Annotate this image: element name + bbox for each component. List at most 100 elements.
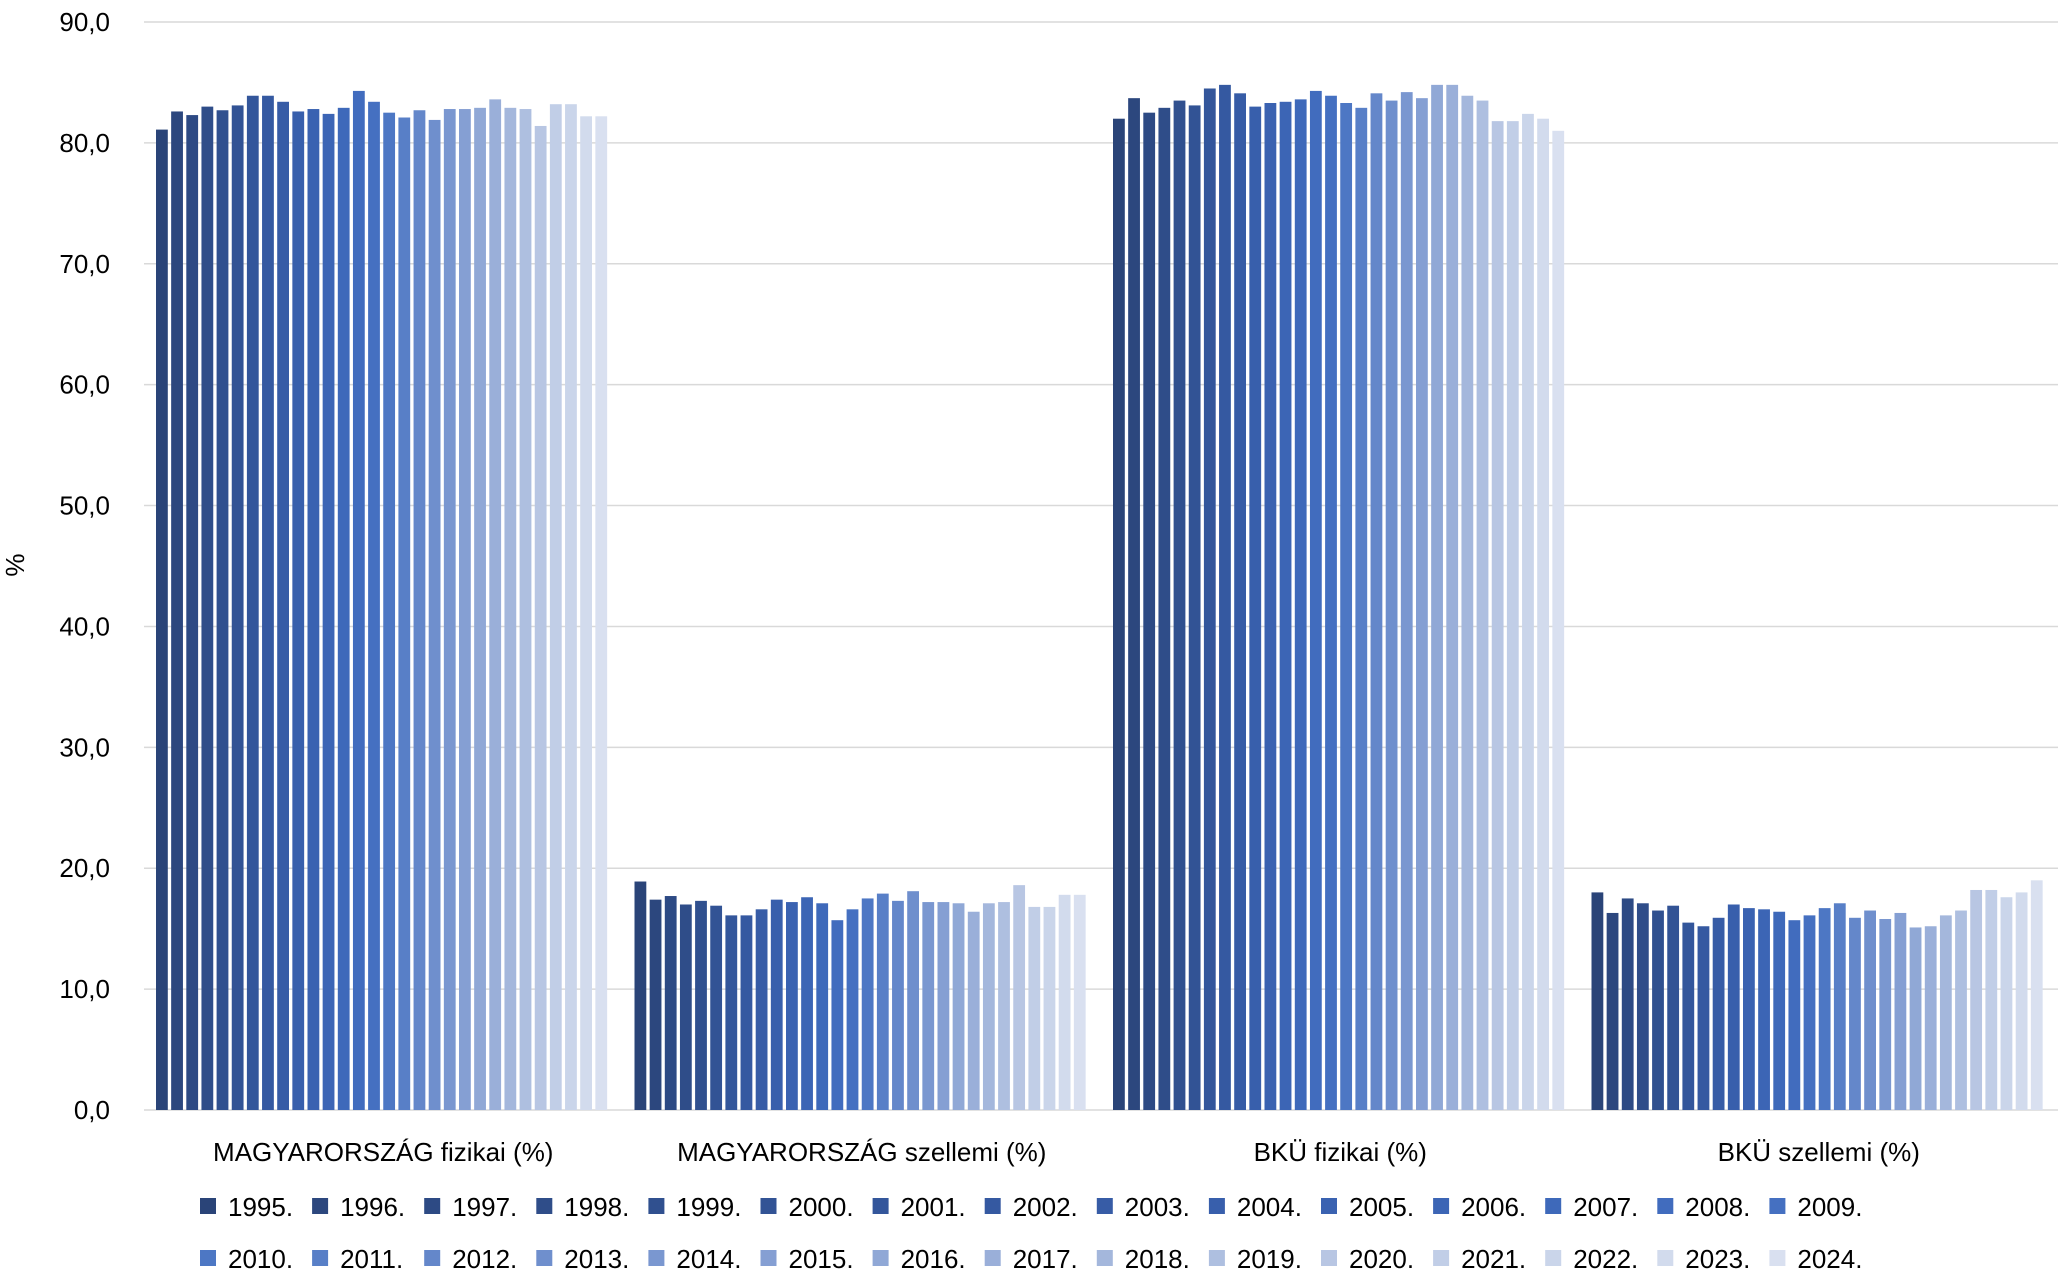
legend-label: 1998. <box>564 1192 629 1222</box>
legend-item: 2021. <box>1433 1244 1526 1274</box>
legend-swatch <box>312 1250 329 1266</box>
legend-swatch <box>1657 1250 1674 1266</box>
bar <box>952 903 965 1110</box>
bar <box>307 109 320 1111</box>
bar <box>1591 892 1604 1110</box>
bar <box>1073 894 1086 1110</box>
legend-swatch <box>984 1250 1001 1266</box>
legend-label: 2003. <box>1125 1192 1190 1222</box>
bar <box>171 111 183 1110</box>
bar <box>1803 915 1816 1110</box>
x-category-label: BKÜ szellemi (%) <box>1718 1137 1920 1167</box>
bar <box>1028 906 1041 1110</box>
bar <box>1173 100 1186 1110</box>
bar <box>1667 905 1680 1110</box>
legend-item: 2018. <box>1096 1244 1190 1274</box>
legend-item: 2022. <box>1545 1244 1638 1274</box>
bar <box>1636 903 1649 1110</box>
y-tick-label: 70,0 <box>59 249 110 279</box>
bar <box>1416 98 1428 1110</box>
legend-item: 2023. <box>1657 1244 1750 1274</box>
legend-label: 2012. <box>452 1244 517 1274</box>
bar <box>1043 906 1056 1110</box>
legend-item: 2017. <box>984 1244 1078 1274</box>
bar <box>534 125 547 1110</box>
legend-item: 2005. <box>1321 1192 1414 1222</box>
bar <box>519 109 532 1111</box>
legend-label: 2009. <box>1797 1192 1862 1222</box>
bar <box>352 90 365 1110</box>
legend-swatch <box>1545 1250 1562 1266</box>
legend-swatch <box>760 1250 777 1266</box>
legend-item: 2001. <box>872 1192 966 1222</box>
legend-label: 1996. <box>340 1192 405 1222</box>
legend-swatch <box>312 1198 329 1214</box>
bar <box>1431 84 1443 1111</box>
legend-swatch <box>1096 1198 1113 1214</box>
legend-item: 2015. <box>760 1244 854 1274</box>
bar <box>1788 920 1801 1110</box>
bar <box>1939 915 1952 1110</box>
bar <box>1712 917 1725 1110</box>
bar <box>231 105 244 1110</box>
bar <box>1506 121 1519 1110</box>
bar <box>413 110 426 1110</box>
legend-swatch <box>1769 1198 1786 1214</box>
legend-item: 2003. <box>1096 1192 1190 1222</box>
bar <box>1758 909 1770 1110</box>
bar <box>922 902 935 1110</box>
bar <box>831 920 844 1110</box>
legend-swatch <box>1657 1198 1674 1214</box>
bar <box>1461 95 1474 1111</box>
legend-label: 2001. <box>901 1192 966 1222</box>
legend-item: 2013. <box>536 1244 629 1274</box>
legend-item: 2006. <box>1433 1192 1526 1222</box>
y-tick-label: 20,0 <box>59 853 110 883</box>
legend-label: 1999. <box>676 1192 741 1222</box>
bar <box>755 909 768 1110</box>
legend-item: 1996. <box>312 1192 405 1222</box>
legend-label: 2018. <box>1125 1244 1190 1274</box>
y-tick-label: 60,0 <box>59 370 110 400</box>
bar <box>1013 885 1026 1110</box>
legend-swatch <box>760 1198 777 1214</box>
bar <box>1370 93 1383 1110</box>
bar <box>998 902 1010 1110</box>
y-tick-label: 30,0 <box>59 732 110 762</box>
bars <box>156 84 2043 1111</box>
legend-item: 2019. <box>1208 1244 1302 1274</box>
legend-label: 2024. <box>1797 1244 1862 1274</box>
legend-label: 2017. <box>1013 1244 1078 1274</box>
legend-swatch <box>1096 1250 1113 1266</box>
bar <box>2000 897 2013 1110</box>
y-axis-ticks: 0,0 10,0 20,0 30,0 40,0 50,0 60,0 70,0 80,0 90,0 <box>59 7 110 1125</box>
legend-swatch <box>424 1250 441 1266</box>
bar <box>292 111 305 1110</box>
bar <box>474 107 486 1110</box>
bar <box>1552 130 1565 1111</box>
bar <box>1355 107 1368 1110</box>
legend-swatch <box>200 1198 216 1214</box>
bar <box>679 904 692 1110</box>
bar <box>1143 112 1156 1111</box>
bar <box>786 902 798 1110</box>
bar <box>216 110 229 1110</box>
bar <box>664 896 677 1110</box>
y-tick-label: 40,0 <box>59 611 110 641</box>
legend-item: 2014. <box>648 1244 741 1274</box>
legend-label: 2010. <box>228 1244 293 1274</box>
bar <box>1476 100 1489 1110</box>
y-axis-label: % <box>0 553 30 576</box>
legend-swatch <box>872 1250 889 1266</box>
legend-item: 2016. <box>872 1244 966 1274</box>
bar <box>489 99 502 1111</box>
legend-item: 2007. <box>1545 1192 1638 1222</box>
legend: 1995. 1996. 1997. 1998. 1999. 2000. 2001. 2002.… <box>200 1192 1862 1274</box>
bar <box>322 113 335 1110</box>
bar <box>695 900 707 1110</box>
bar <box>1219 84 1231 1111</box>
bar <box>649 899 662 1110</box>
legend-item: 2011. <box>312 1244 403 1274</box>
bar <box>383 112 396 1111</box>
bar <box>443 109 456 1111</box>
